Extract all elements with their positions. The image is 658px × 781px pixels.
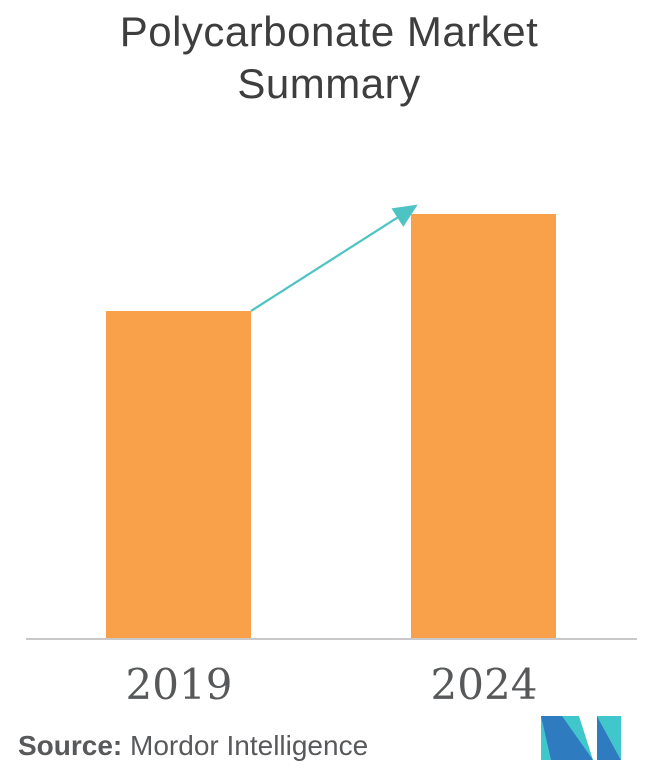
logo-i-blue-triangle (597, 716, 621, 760)
chart-title-line2: Summary (237, 60, 421, 107)
chart-title-line1: Polycarbonate Market (119, 8, 539, 55)
source-line: Source: Mordor Intelligence (18, 729, 368, 763)
source-label: Source: (18, 730, 123, 761)
x-label-2024: 2024 (430, 660, 538, 709)
mordor-intelligence-logo (541, 716, 621, 760)
x-label-2019: 2019 (125, 660, 233, 709)
bar-2024 (411, 214, 556, 639)
x-axis-line (26, 638, 637, 640)
logo-m-blue-band (541, 716, 593, 760)
chart-title: Polycarbonate Market Summary (0, 6, 658, 110)
bar-2019 (106, 311, 251, 639)
source-text: Mordor Intelligence (122, 730, 369, 761)
